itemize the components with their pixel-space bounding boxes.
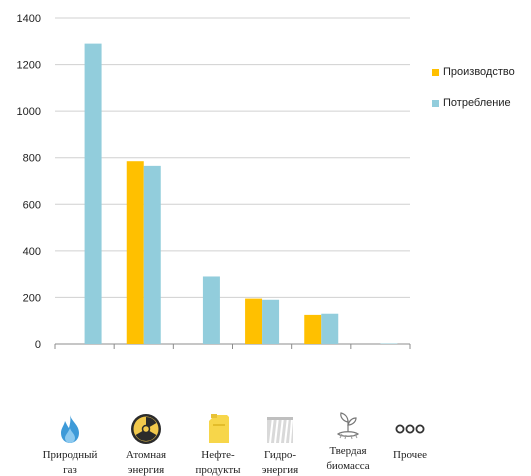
category-label-line: биомасса [313,460,383,472]
y-tick-label: 400 [23,246,41,258]
category-label-line: Атомная [111,449,181,461]
bar-chart: 0 200 400 600 800 1000 1200 1400 [0,0,531,400]
category-label-line: Прочее [375,449,445,461]
bar-consumption [262,300,279,344]
bar-consumption [144,166,161,344]
dots-icon [375,412,445,446]
category-label-line: газ [35,464,105,476]
legend-swatch-consumption [432,100,439,107]
y-tick-label: 800 [23,153,41,165]
category-biomass: Твердая биомасса [313,408,383,472]
legend-label-consumption: Потребление [443,97,511,109]
category-label-line: Твердая [313,445,383,457]
y-tick-label: 1400 [17,13,41,25]
category-other: Прочее [375,412,445,461]
legend-swatch-production [432,69,439,76]
bar-consumption [203,276,220,344]
radiation-icon [111,412,181,446]
y-tick-label: 0 [35,339,41,351]
y-tick-label: 200 [23,292,41,304]
waterfall-icon [245,412,315,446]
category-label-line: Гидро- [245,449,315,461]
category-label-line: продукты [183,464,253,476]
chart-legend: Производство Потребление [432,64,515,126]
bar-production [245,299,262,344]
legend-item-production: Производство [432,64,515,80]
category-hydro: Гидро- энергия [245,412,315,476]
sprout-icon [313,408,383,442]
bar-consumption [85,44,102,344]
category-label-line: энергия [111,464,181,476]
oil-canister-icon [183,412,253,446]
y-tick-label: 1200 [17,60,41,72]
y-tick-label: 1000 [17,106,41,118]
legend-label-production: Производство [443,66,515,78]
category-label-line: Нефте- [183,449,253,461]
category-nuclear: Атомная энергия [111,412,181,476]
bar-production [304,315,321,344]
y-tick-label: 600 [23,199,41,211]
bar-consumption [321,314,338,344]
category-oil: Нефте- продукты [183,412,253,476]
category-label-line: энергия [245,464,315,476]
flame-icon [35,412,105,446]
category-label-line: Природный [35,449,105,461]
bar-production [127,161,144,344]
category-natural-gas: Природный газ [35,412,105,476]
legend-item-consumption: Потребление [432,95,515,111]
